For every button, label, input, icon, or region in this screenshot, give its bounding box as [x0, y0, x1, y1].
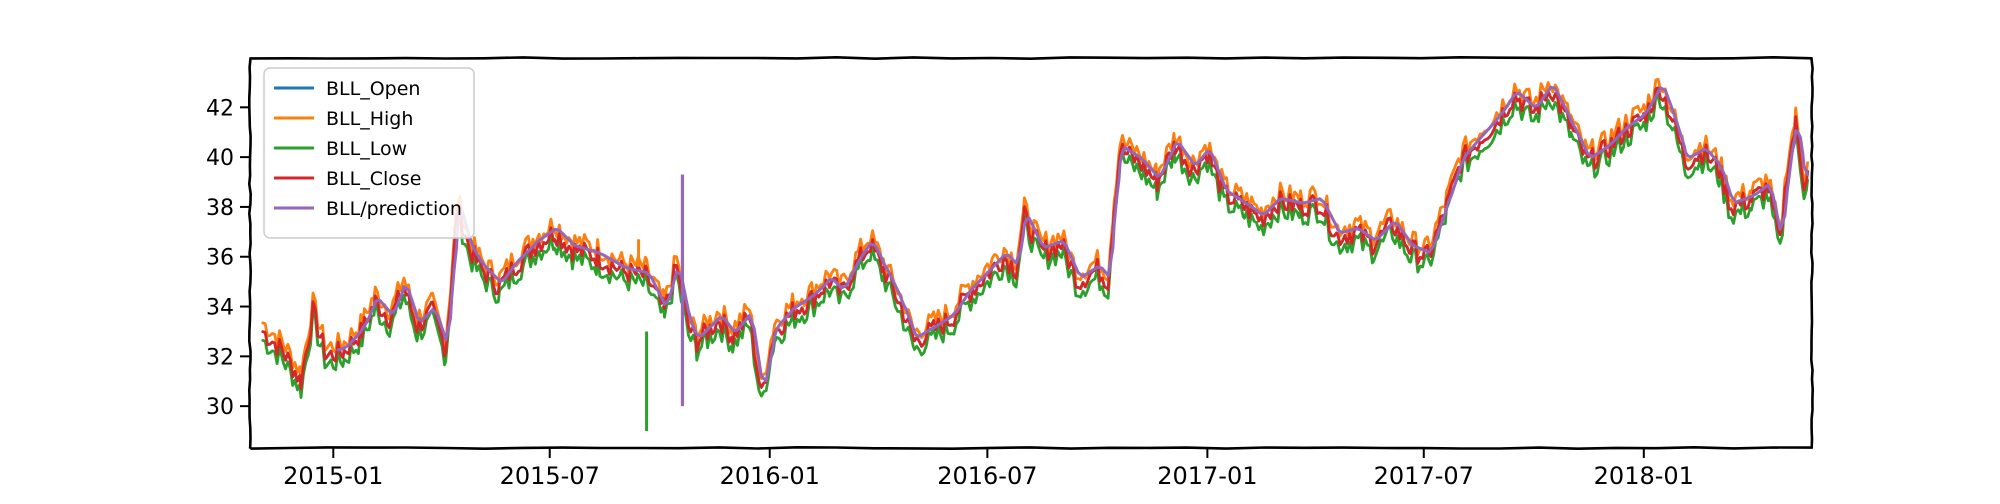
x-tick-label: 2017-01 [1157, 462, 1257, 490]
x-tick-label: 2016-07 [937, 462, 1037, 490]
axis-ticks: 30 32 34 36 38 40 42 2015-01 2015-07 2016-01 2016-… [206, 96, 1694, 490]
frame-right [1809, 57, 1815, 449]
frame-top [250, 55, 1813, 61]
legend-box [263, 67, 475, 239]
x-tick-label: 2016-01 [720, 462, 820, 490]
x-tick-label: 2017-07 [1374, 462, 1474, 490]
legend: BLL_Open BLL_High BLL_Low BLL_Close BLL/pred… [263, 67, 475, 239]
y-tick-label: 42 [206, 96, 234, 121]
legend-label: BLL_Low [326, 138, 407, 160]
frame-bottom [250, 445, 1813, 451]
x-tick-label: 2018-01 [1594, 462, 1694, 490]
series-layer [261, 77, 1810, 432]
legend-label: BLL/prediction [326, 198, 462, 220]
y-tick-label: 40 [206, 146, 234, 171]
series-line-bll-prediction [336, 85, 1810, 383]
x-tick-label: 2015-07 [500, 462, 600, 490]
legend-label: BLL_Close [326, 168, 421, 190]
legend-label: BLL_Open [326, 78, 420, 100]
y-tick-label: 36 [206, 246, 234, 271]
series-line-bll-close [261, 86, 1809, 391]
frame-left [247, 57, 253, 449]
y-tick-label: 38 [206, 196, 234, 221]
series-line-bll-low [261, 95, 1809, 399]
legend-label: BLL_High [326, 108, 413, 130]
plot-frame [247, 55, 1815, 451]
y-tick-label: 34 [206, 296, 234, 321]
y-tick-label: 30 [206, 395, 234, 420]
y-tick-label: 32 [206, 345, 234, 370]
x-tick-label: 2015-01 [283, 462, 383, 490]
